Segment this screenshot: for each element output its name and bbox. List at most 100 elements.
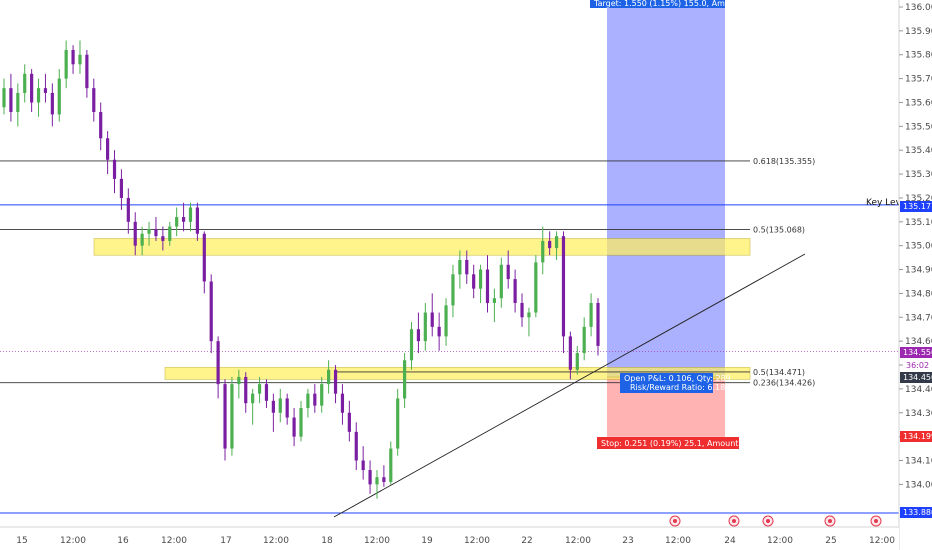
candle [16, 83, 20, 127]
candle-body [9, 88, 13, 113]
candle [85, 49, 89, 98]
candle-body [43, 88, 48, 93]
candle-body [382, 477, 386, 482]
candle-body [99, 112, 103, 139]
y-tick-label: 135.000 [905, 242, 932, 252]
candle-body [492, 298, 496, 303]
candle-body [458, 260, 462, 275]
candle [230, 376, 234, 456]
candle-body [396, 398, 400, 449]
y-tick-label: 135.400 [905, 146, 932, 156]
price-axis[interactable]: 136.000 135.900 135.800 135.700 135.600 135.5… [898, 0, 932, 550]
candle [306, 388, 310, 418]
y-tick-label: 134.000 [905, 480, 932, 490]
candle [133, 212, 137, 256]
trendline[interactable] [333, 253, 806, 518]
candle-body [36, 88, 41, 103]
candle [216, 336, 220, 399]
candle [492, 288, 496, 323]
candle-body [520, 302, 524, 318]
key-level-price: 135.171 [903, 202, 932, 211]
y-tick-label: 135.500 [905, 122, 932, 132]
candle-body [285, 398, 289, 418]
supply-demand-zones[interactable] [93, 238, 751, 380]
candle [313, 384, 317, 413]
candle-body [409, 329, 414, 361]
fib-level-label: 0.236(134.426) [753, 379, 815, 388]
candle-body [596, 302, 600, 346]
candle [36, 78, 41, 117]
candle [430, 293, 434, 337]
stop-price: 134.199 [903, 432, 932, 441]
candle-body [444, 305, 448, 337]
candle [175, 207, 179, 237]
candle [368, 460, 372, 494]
time-axis[interactable]: 15 12:00 16 12:00 17 12:00 18 12:00 19 12:00 22 12:… [0, 526, 899, 550]
y-tick-label: 135.200 [905, 194, 932, 204]
candle [561, 231, 566, 354]
x-tick-label: 12:00 [565, 536, 591, 546]
candle [327, 360, 331, 394]
x-tick-label: 19 [421, 536, 433, 546]
candle [264, 379, 269, 408]
trendline-line [333, 253, 806, 518]
candle-body [168, 226, 172, 241]
economic-events[interactable] [669, 515, 882, 527]
candle-body [57, 78, 61, 115]
candle-body [403, 360, 407, 399]
candle-body [451, 274, 455, 306]
candle-body [527, 312, 531, 318]
candle [375, 470, 379, 499]
x-tick-label: 25 [825, 536, 836, 546]
entry-price: 134.450 [903, 373, 932, 382]
candle [596, 298, 600, 356]
candle [78, 40, 82, 74]
y-tick-label: 135.700 [905, 75, 932, 85]
candle-body [575, 353, 579, 370]
candle-body [119, 178, 124, 198]
x-tick-label: 12:00 [263, 536, 289, 546]
candle-body [112, 159, 117, 179]
candle-body [50, 92, 54, 115]
x-tick-label: 12:00 [869, 536, 895, 546]
candle-body [320, 384, 324, 406]
candle-body [106, 138, 110, 160]
y-tick-label: 135.100 [905, 218, 932, 228]
candle-body [2, 88, 6, 108]
candle-body [278, 398, 282, 413]
candle [465, 250, 469, 284]
candle [202, 231, 206, 294]
candle-body [340, 393, 345, 413]
candle [354, 422, 358, 471]
candle-body [299, 407, 303, 437]
candle-body [472, 274, 476, 289]
event-flag-icon [824, 515, 836, 527]
candle [389, 441, 393, 485]
fib-level-label: 0.5(134.471) [753, 368, 805, 377]
stop-text: Stop: 0.251 (0.19%) 25.1, Amount: 40.01 [601, 439, 767, 448]
x-tick-label: 15 [16, 536, 27, 546]
candle-body [223, 384, 227, 449]
candle-body [230, 384, 234, 449]
entry-price-badge: 134.450 [900, 372, 932, 383]
key-level-price-badge: 135.171 [900, 201, 932, 212]
candle-body [306, 393, 310, 408]
current-price: 134.556 [903, 348, 932, 357]
candle-body [23, 73, 27, 93]
candle [506, 250, 510, 289]
candle-body [30, 73, 34, 103]
candle [23, 64, 27, 103]
candle [382, 465, 386, 487]
candle [168, 221, 172, 246]
candle-body [140, 233, 144, 246]
candle-body [589, 302, 593, 327]
candle-body [313, 393, 317, 406]
demand-zone [164, 367, 751, 380]
candle [119, 169, 124, 210]
candle [188, 202, 193, 232]
candle [340, 384, 345, 425]
fib-levels[interactable]: 0.618(135.355) 0.5(135.068) 0.5(134.471) 0.… [0, 157, 899, 514]
candle [409, 322, 414, 370]
candle-body [126, 197, 130, 222]
